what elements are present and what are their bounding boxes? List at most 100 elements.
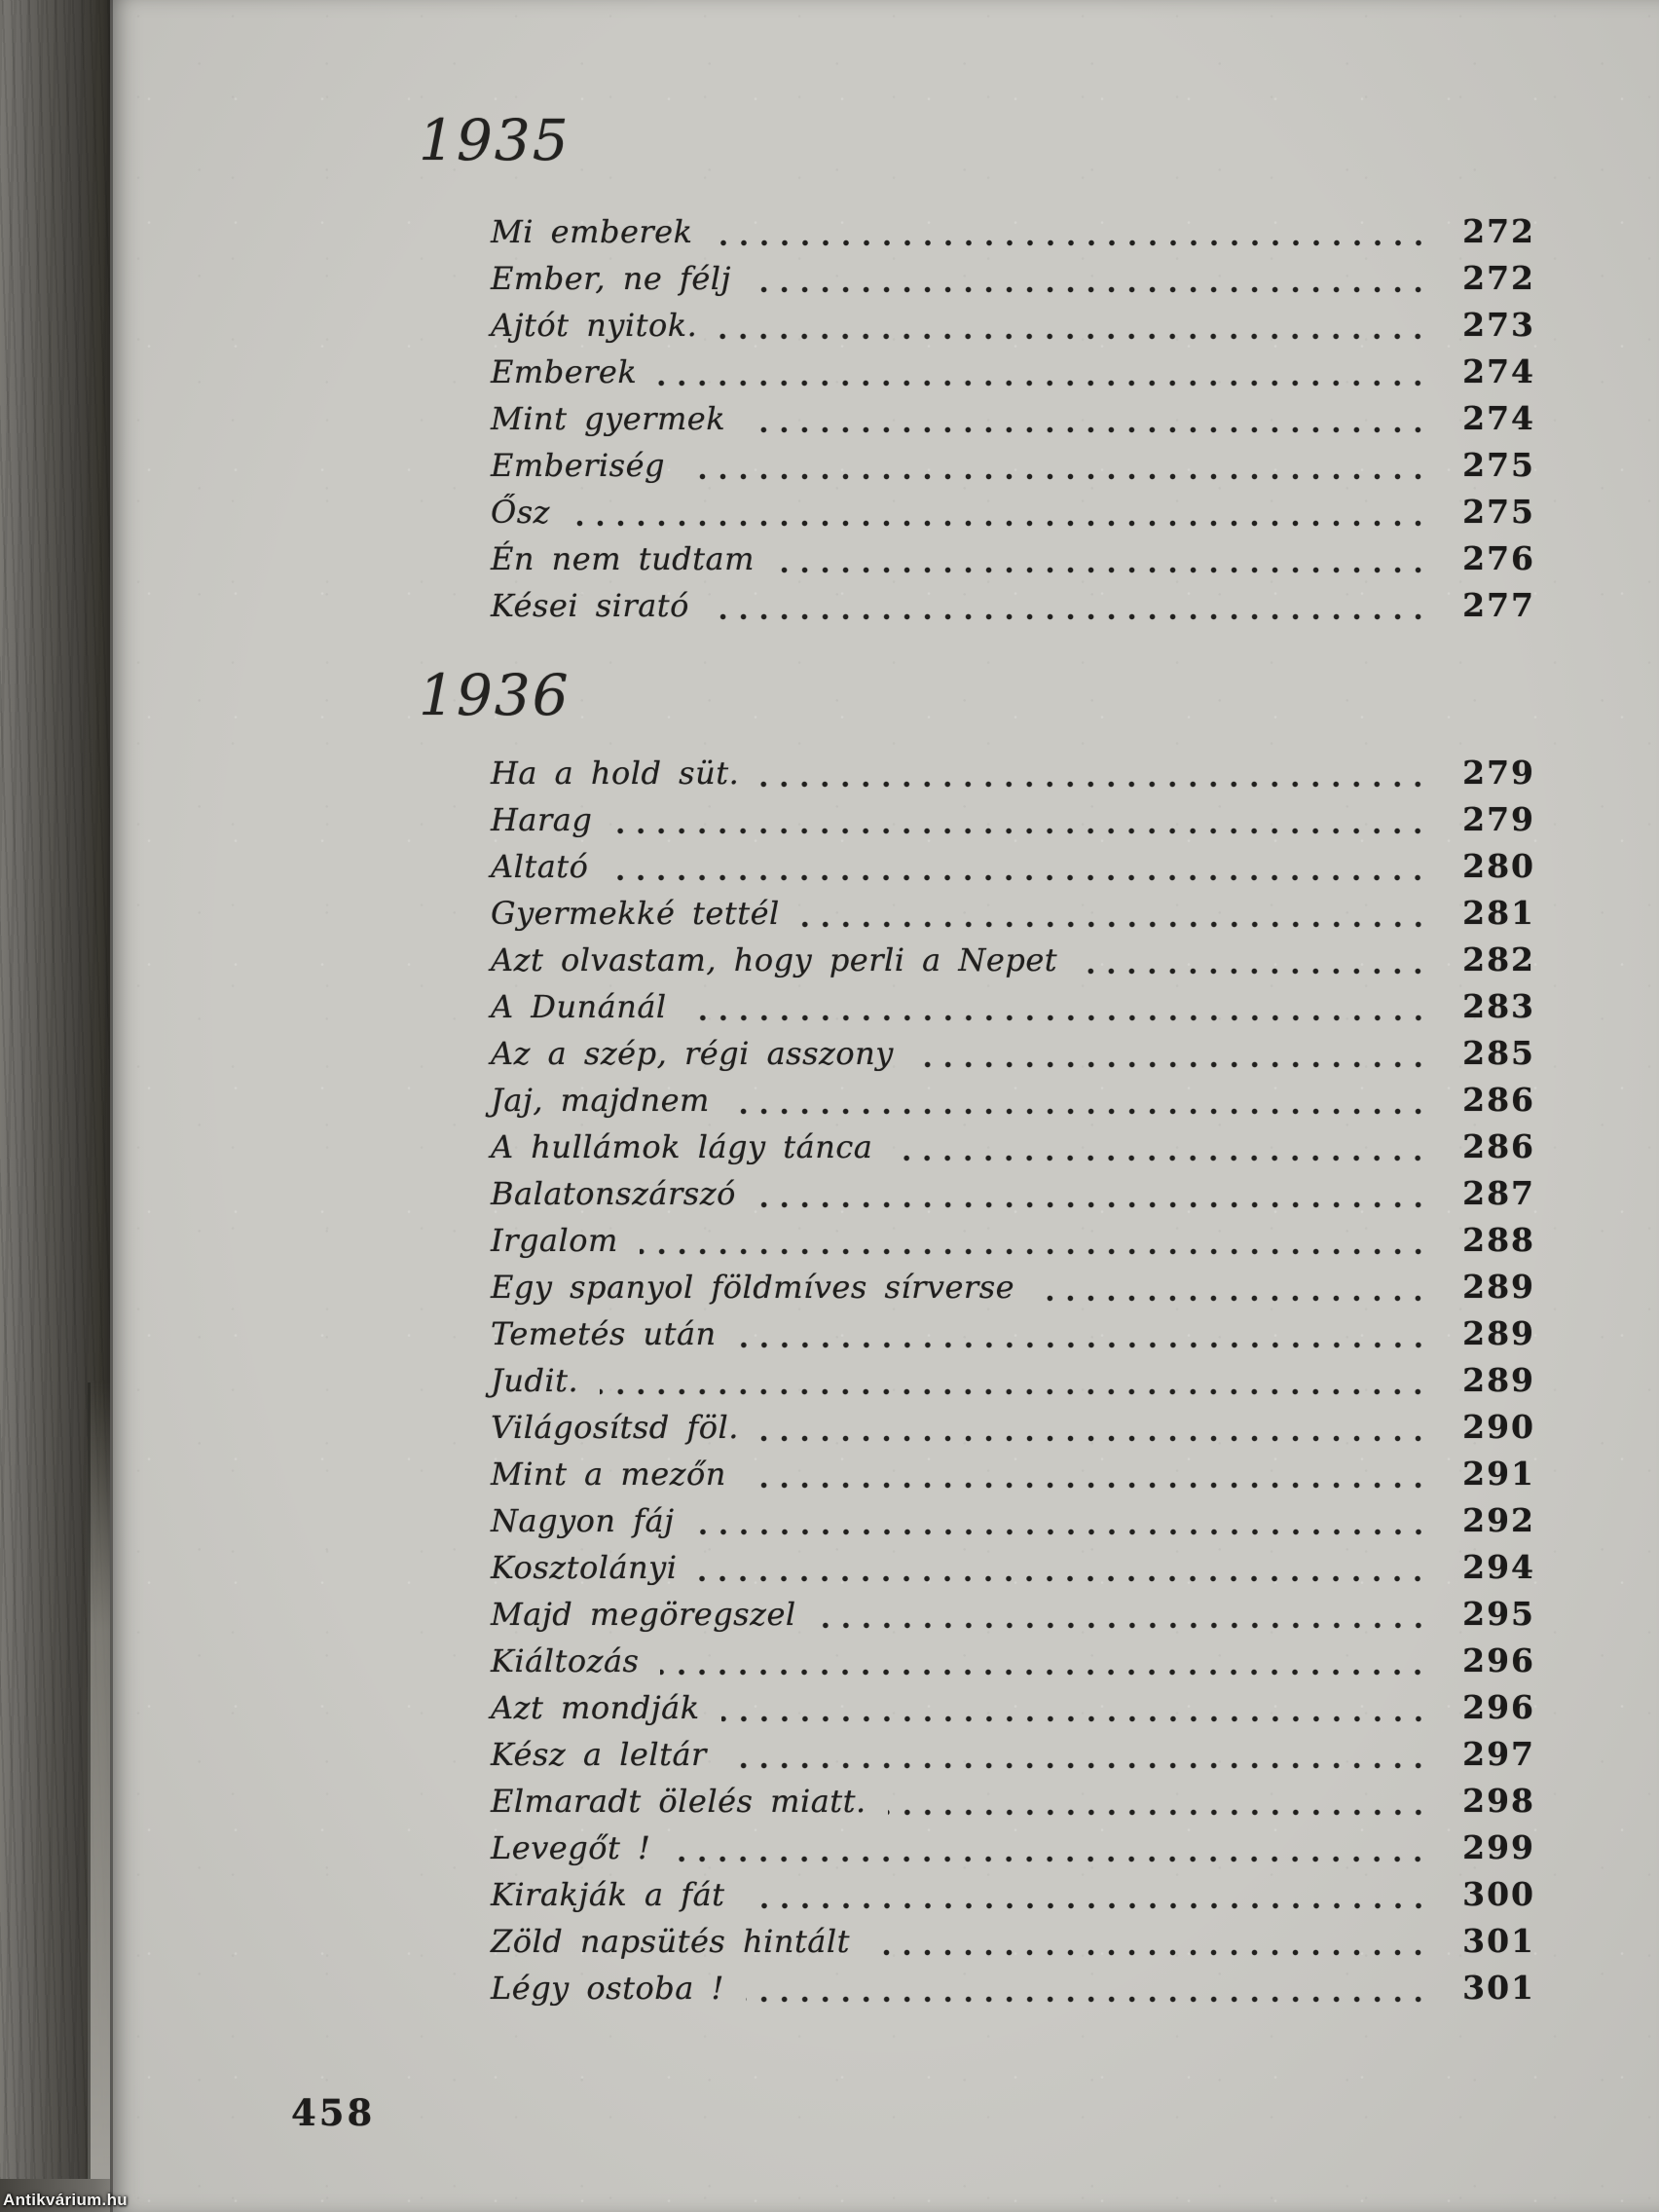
toc-page-number: 299 xyxy=(1462,1828,1535,1866)
dot-leader xyxy=(727,1762,1428,1769)
dot-leader xyxy=(720,1715,1428,1722)
dot-leader xyxy=(672,1856,1428,1862)
toc-row: Kiáltozás 296 xyxy=(491,1638,1535,1684)
toc-row: Nagyon fáj 292 xyxy=(491,1497,1535,1544)
poem-title: Emberiség xyxy=(491,447,665,484)
toc-row: Zöld napsütés hintált 301 xyxy=(491,1918,1535,1965)
dot-leader xyxy=(747,426,1428,433)
toc-page-number: 296 xyxy=(1462,1688,1535,1726)
dot-leader xyxy=(1036,1295,1428,1302)
poem-title: Azt olvastam, hogy perli a Nepet xyxy=(491,941,1058,978)
poem-title: Temetés után xyxy=(491,1315,717,1352)
toc-page-number: 290 xyxy=(1462,1408,1535,1446)
toc-section: 1935 Mi emberek 272 Ember, ne félj 272 A… xyxy=(419,109,1535,629)
dot-leader xyxy=(698,1575,1428,1582)
poem-title: Kiáltozás xyxy=(491,1642,640,1679)
toc-page-number: 280 xyxy=(1462,847,1535,885)
toc-row: Harag 279 xyxy=(491,796,1535,843)
dot-leader xyxy=(752,286,1428,293)
toc-row: Ha a hold süt. 279 xyxy=(491,750,1535,796)
table-of-contents: 1935 Mi emberek 272 Ember, ne félj 272 A… xyxy=(419,0,1535,2011)
toc-page-number: 279 xyxy=(1462,800,1535,838)
dot-leader xyxy=(887,1809,1428,1816)
poem-title: Zöld napsütés hintált xyxy=(491,1923,850,1960)
toc-page-number: 301 xyxy=(1462,1969,1535,2007)
toc-page-number: 285 xyxy=(1462,1034,1535,1072)
poem-title: Mint gyermek xyxy=(491,400,726,437)
toc-row: Az a szép, régi asszony 285 xyxy=(491,1030,1535,1077)
dot-leader xyxy=(687,1014,1428,1021)
toc-row: Temetés után 289 xyxy=(491,1310,1535,1357)
dot-leader xyxy=(719,333,1428,340)
dot-leader xyxy=(737,1342,1428,1348)
toc-page-number: 294 xyxy=(1462,1548,1535,1586)
toc-rows: Mi emberek 272 Ember, ne félj 272 Ajtót … xyxy=(491,208,1535,629)
poem-title: Balatonszárszó xyxy=(491,1175,736,1212)
poem-title: Elmaradt ölelés miatt. xyxy=(491,1783,866,1820)
dot-leader xyxy=(817,1622,1428,1629)
dot-leader xyxy=(714,240,1428,246)
toc-page-number: 283 xyxy=(1462,987,1535,1025)
poem-title: Harag xyxy=(491,801,593,838)
toc-row: Altató 280 xyxy=(491,843,1535,890)
toc-row: Azt mondják 296 xyxy=(491,1684,1535,1731)
toc-page-number: 282 xyxy=(1462,940,1535,978)
dot-leader xyxy=(756,1201,1428,1208)
toc-page-number: 301 xyxy=(1462,1922,1535,1960)
poem-title: Én nem tudtam xyxy=(491,540,755,577)
dot-leader xyxy=(660,1669,1428,1676)
poem-title: Jaj, majdnem xyxy=(491,1082,710,1119)
dot-leader xyxy=(760,781,1428,788)
toc-page-number: 296 xyxy=(1462,1641,1535,1679)
dot-leader xyxy=(695,1529,1428,1535)
toc-row: Egy spanyol földmíves sírverse 289 xyxy=(491,1264,1535,1310)
poem-title: Légy ostoba ! xyxy=(491,1970,724,2007)
poem-title: Gyermekké tettél xyxy=(491,895,780,932)
toc-page-number: 275 xyxy=(1462,493,1535,531)
poem-title: Levegőt ! xyxy=(491,1829,651,1866)
poem-title: A hullámok lágy tánca xyxy=(491,1128,873,1165)
dot-leader xyxy=(870,1949,1428,1956)
toc-row: Én nem tudtam 276 xyxy=(491,535,1535,582)
toc-page-number: 277 xyxy=(1462,586,1535,624)
dot-leader xyxy=(600,1388,1428,1395)
toc-page-number: 276 xyxy=(1462,539,1535,577)
toc-row: Ember, ne félj 272 xyxy=(491,255,1535,302)
toc-row: Légy ostoba ! 301 xyxy=(491,1965,1535,2011)
poem-title: Ősz xyxy=(491,494,551,531)
poem-title: Az a szép, régi asszony xyxy=(491,1035,894,1072)
poem-title: Ajtót nyitok. xyxy=(491,307,698,344)
toc-page-number: 289 xyxy=(1462,1268,1535,1306)
toc-page-number: 292 xyxy=(1462,1501,1535,1539)
toc-row: Kései sirató 277 xyxy=(491,582,1535,629)
toc-row: Gyermekké tettél 281 xyxy=(491,890,1535,937)
toc-row: Elmaradt ölelés miatt. 298 xyxy=(491,1778,1535,1825)
toc-row: Balatonszárszó 287 xyxy=(491,1170,1535,1217)
dot-leader xyxy=(686,473,1428,480)
dot-leader xyxy=(1079,968,1428,975)
toc-row: Ősz 275 xyxy=(491,489,1535,535)
toc-page-number: 287 xyxy=(1462,1174,1535,1212)
dot-leader xyxy=(759,1435,1428,1442)
poem-title: Ha a hold süt. xyxy=(491,755,740,792)
toc-row: A Dunánál 283 xyxy=(491,983,1535,1030)
dot-leader xyxy=(746,1902,1428,1909)
toc-page-number: 295 xyxy=(1462,1595,1535,1633)
poem-title: Kész a leltár xyxy=(491,1736,707,1773)
poem-title: Mi emberek xyxy=(491,213,693,250)
toc-page-number: 273 xyxy=(1462,306,1535,344)
dot-leader xyxy=(775,567,1428,573)
toc-row: Azt olvastam, hogy perli a Nepet 282 xyxy=(491,937,1535,983)
poem-title: Judit. xyxy=(491,1362,579,1399)
poem-title: Kirakják a fát xyxy=(491,1876,725,1913)
toc-page-number: 289 xyxy=(1462,1361,1535,1399)
watermark-text: Antikvárium.hu xyxy=(3,2191,128,2209)
toc-row: Judit. 289 xyxy=(491,1357,1535,1404)
dot-leader xyxy=(609,874,1428,881)
toc-row: A hullámok lágy tánca 286 xyxy=(491,1124,1535,1170)
toc-row: Kész a leltár 297 xyxy=(491,1731,1535,1778)
dot-leader xyxy=(914,1061,1428,1068)
dot-leader xyxy=(571,520,1428,527)
dot-leader xyxy=(710,613,1428,620)
poem-title: Irgalom xyxy=(491,1222,618,1259)
